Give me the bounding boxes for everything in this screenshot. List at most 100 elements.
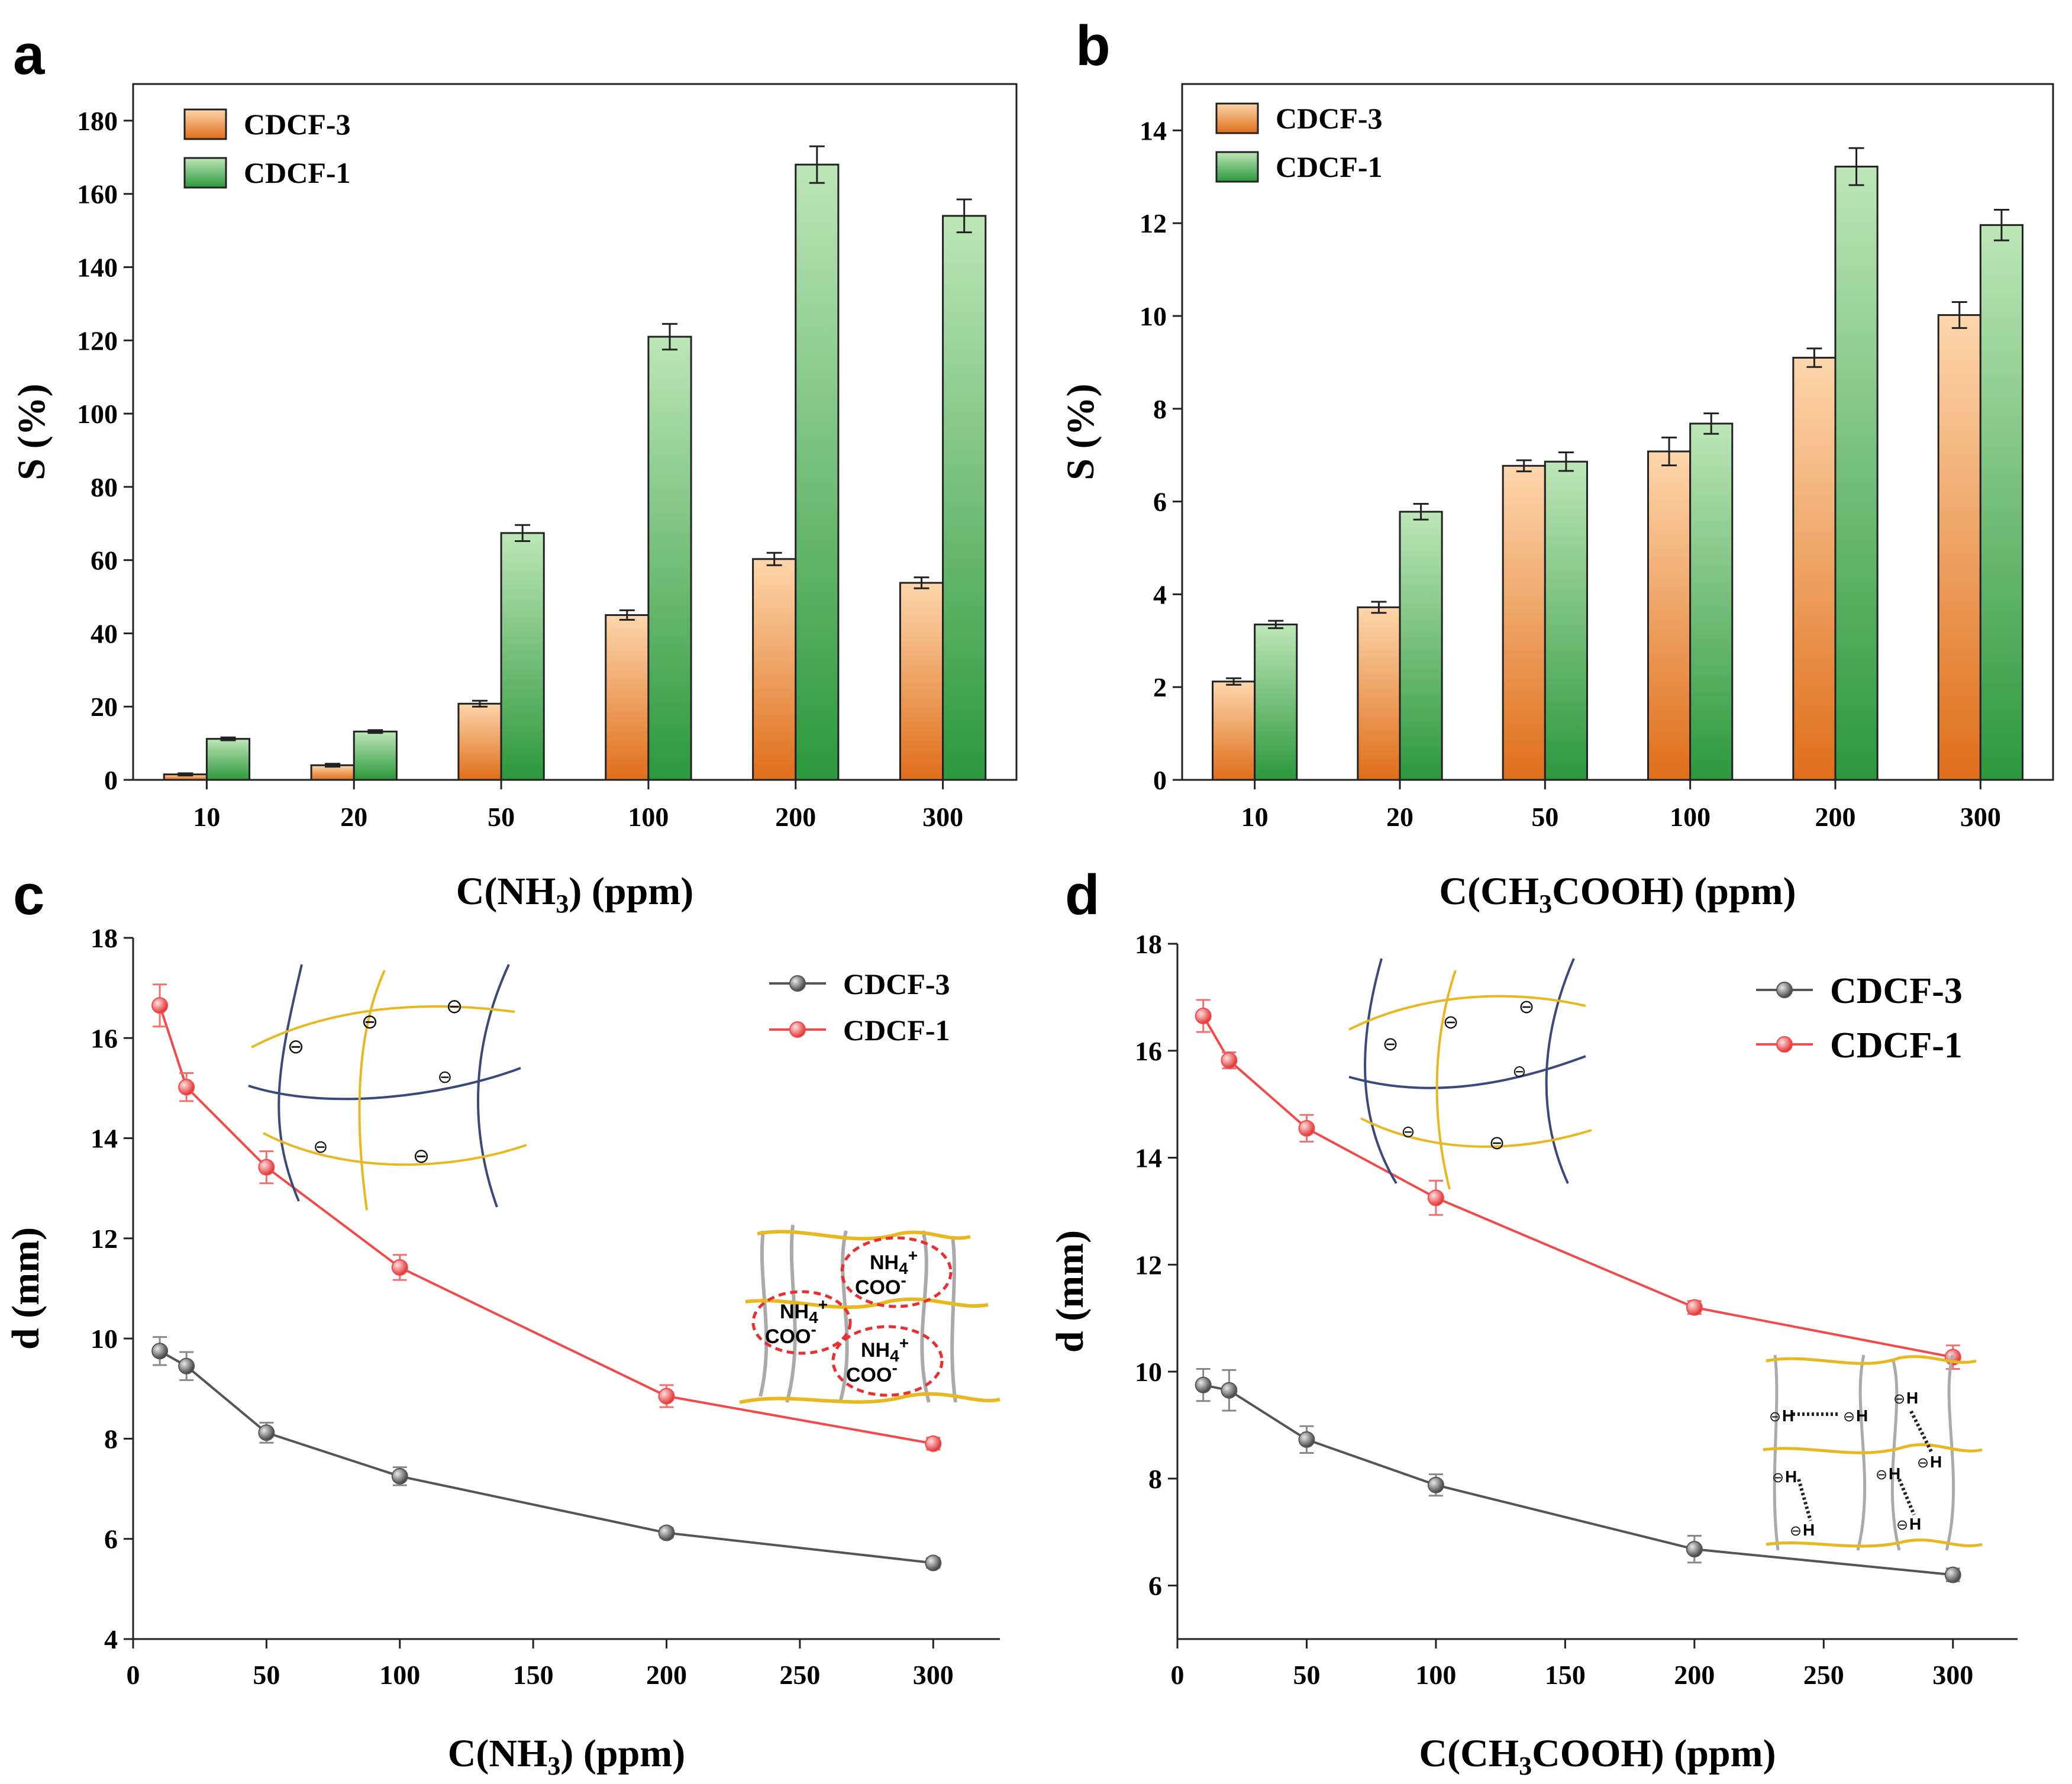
- negative-charge-icon: ⊖: [413, 1146, 430, 1167]
- x-tick-label: 50: [253, 1660, 280, 1690]
- bar-cdcf-1: [500, 532, 545, 781]
- panel-label-d: d: [1065, 863, 1100, 927]
- y-tick-label: 2: [1153, 672, 1167, 702]
- x-tick-label: 300: [1932, 1660, 1973, 1690]
- data-point-cdcf-3: [258, 1424, 275, 1441]
- legend-label-cdcf-1: CDCF-1: [1830, 1025, 1963, 1066]
- legend-label-cdcf-1: CDCF-1: [843, 1014, 950, 1047]
- legend-marker-cdcf-1: [789, 1021, 806, 1038]
- data-point-cdcf-1: [658, 1388, 675, 1405]
- x-tick-label: 250: [1803, 1660, 1844, 1690]
- x-axis-title: C(NH3) (ppm): [456, 870, 693, 918]
- bar-cdcf-3: [1647, 450, 1692, 781]
- y-tick-label: 0: [104, 765, 118, 795]
- data-point-cdcf-3: [1944, 1566, 1961, 1583]
- x-axis-title: C(NH3) (ppm): [448, 1732, 685, 1780]
- legend-swatch-cdcf-3: [1215, 102, 1259, 134]
- bar-cdcf-3: [1502, 464, 1546, 781]
- y-tick-label: 14: [91, 1124, 118, 1154]
- y-tick-label: 18: [1135, 929, 1162, 959]
- y-tick-label: 12: [1135, 1250, 1162, 1280]
- y-tick-label: 8: [1153, 394, 1167, 424]
- legend-label-cdcf-3: CDCF-3: [244, 108, 351, 141]
- y-tick-label: 4: [104, 1624, 118, 1654]
- negative-charge-icon: ⊖: [1401, 1123, 1415, 1141]
- bar-cdcf-3: [1212, 680, 1256, 781]
- bar-cdcf-3: [605, 614, 650, 781]
- hydrogen-label: H: [1906, 1389, 1918, 1407]
- legend-label-cdcf-3: CDCF-3: [843, 967, 950, 1001]
- bar-cdcf-1: [353, 730, 398, 781]
- data-point-cdcf-1: [1221, 1052, 1238, 1069]
- bar-cdcf-1: [1399, 511, 1443, 781]
- x-tick-label: 0: [1171, 1660, 1185, 1690]
- negative-charge-icon: ⊖: [1383, 1033, 1399, 1054]
- x-tick-label: 200: [1674, 1660, 1715, 1690]
- x-tick-label: 150: [513, 1660, 554, 1690]
- y-tick-label: 6: [1153, 487, 1167, 517]
- y-tick-label: 4: [1153, 579, 1167, 609]
- bar-cdcf-1: [1254, 623, 1298, 781]
- y-tick-label: 8: [1148, 1464, 1162, 1494]
- x-tick-label: 100: [628, 802, 669, 832]
- negative-charge-icon: ⊖: [437, 1067, 452, 1087]
- y-tick-label: 18: [91, 923, 118, 953]
- cation-label: NH4+: [870, 1246, 918, 1277]
- bar-cdcf-3: [1792, 357, 1837, 781]
- legend-label-cdcf-3: CDCF-3: [1830, 971, 1963, 1011]
- hydrogen-label: H: [1782, 1406, 1794, 1425]
- y-tick-label: 40: [91, 618, 118, 649]
- x-tick-label: 250: [779, 1660, 820, 1690]
- bar-cdcf-1: [795, 163, 840, 781]
- legend-swatch-cdcf-1: [1215, 151, 1259, 183]
- x-tick-label: 50: [1531, 802, 1558, 832]
- x-tick-label: 10: [1241, 802, 1269, 832]
- legend-marker-cdcf-1: [1776, 1036, 1793, 1053]
- y-tick-label: 20: [91, 692, 118, 722]
- data-point-cdcf-1: [391, 1259, 408, 1276]
- charge-icon: ⊖: [1843, 1409, 1855, 1425]
- negative-charge-icon: ⊖: [288, 1036, 305, 1058]
- x-tick-label: 50: [488, 802, 515, 832]
- negative-charges-c: ⊖ ⊖ ⊖ ⊖ ⊖ ⊖: [288, 996, 463, 1167]
- negative-charges-d: ⊖ ⊖ ⊖ ⊖ ⊖ ⊖: [1383, 996, 1535, 1153]
- charge-icon: ⊖: [1769, 1409, 1781, 1425]
- series-line-cdcf-1: [159, 1005, 934, 1445]
- chart-panel-a: 0 20 40 60 80 100 120 140 160 180 10 20 50 100 200 300 C…: [10, 83, 1018, 918]
- legend-label-cdcf-1: CDCF-1: [1276, 150, 1383, 183]
- cation-label: NH4+: [780, 1295, 828, 1327]
- data-point-cdcf-3: [1298, 1431, 1315, 1448]
- x-axis-title: C(CH3COOH) (ppm): [1419, 1732, 1776, 1780]
- fiber-network-inset-d: [1348, 958, 1592, 1190]
- data-point-cdcf-1: [925, 1435, 942, 1452]
- anion-label: COO-: [846, 1359, 898, 1386]
- chart-panel-c: 4 6 8 10 12 14 16 18 0 50 100 150 200 250 300 CDCF-3 CDC…: [4, 923, 1000, 1780]
- hydrogen-label: H: [1909, 1515, 1921, 1533]
- negative-charge-icon: ⊖: [1512, 1063, 1526, 1081]
- y-axis-title: d (mm): [4, 1227, 47, 1350]
- y-tick-label: 8: [104, 1424, 118, 1454]
- data-point-cdcf-3: [1686, 1541, 1703, 1558]
- x-tick-label: 20: [1386, 802, 1413, 832]
- y-axis-title: S (%): [1059, 383, 1102, 480]
- x-tick-label: 100: [1670, 802, 1710, 832]
- ion-pair-labels-c: NH4+COO-NH4+COO-NH4+COO-: [765, 1246, 918, 1386]
- negative-charge-icon: ⊖: [362, 1011, 379, 1033]
- bar-cdcf-3: [1357, 606, 1401, 781]
- hydrogen-label: H: [1930, 1453, 1942, 1471]
- y-axis-title: S (%): [10, 383, 53, 480]
- data-point-cdcf-3: [1427, 1476, 1444, 1493]
- x-tick-label: 300: [1960, 802, 2001, 832]
- y-tick-label: 16: [1135, 1036, 1162, 1066]
- hydrogen-bond-labels-d: ⊖ H ⊖ H⊖ H⊖ H⊖ H ⊖ H⊖ H ⊖ H: [1769, 1389, 1942, 1539]
- y-tick-label: 60: [91, 546, 118, 576]
- chart-panel-d: 6 8 10 12 14 16 18 0 50 100 150 200 250 300 CDCF-3 CDCF…: [1048, 929, 2018, 1780]
- x-tick-label: 300: [913, 1660, 954, 1690]
- x-tick-label: 50: [1293, 1660, 1320, 1690]
- y-tick-label: 12: [91, 1224, 118, 1254]
- x-tick-label: 150: [1545, 1660, 1586, 1690]
- charge-icon: ⊖: [1790, 1524, 1802, 1539]
- negative-charge-icon: ⊖: [1519, 996, 1535, 1017]
- hydrogen-label: H: [1889, 1464, 1900, 1483]
- bar-cdcf-1: [1544, 460, 1588, 781]
